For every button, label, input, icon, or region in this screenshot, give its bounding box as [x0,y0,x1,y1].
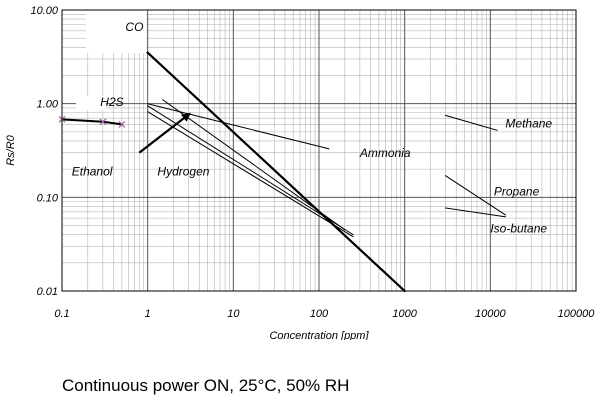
series-line-co [146,51,407,293]
x-tick-label: 10000 [475,308,506,320]
series-marker-h2s [99,118,107,126]
gas-label-co: CO [125,20,143,34]
x-tick-label: 100000 [558,308,596,320]
series-line-h2s [60,118,124,126]
series-line-propane [444,175,507,216]
x-axis-title: Concentration [ppm] [269,330,369,340]
chart-caption: Continuous power ON, 25°C, 50% RH [62,376,350,395]
x-tick-labels: 0.1 1 10 100 1000 10000 100000 [54,308,595,320]
x-tick-label: 100 [310,308,329,320]
arrow-head [181,112,191,122]
gas-label-methane: Methane [505,116,552,130]
y-tick-label: 0.10 [37,192,59,204]
series-layer [60,51,507,293]
y-tick-label: 0.01 [37,286,58,298]
series-line-iso-butane [444,207,506,218]
y-tick-labels: 10.00 1.00 0.10 0.01 [30,5,58,298]
y-tick-label: 1.00 [37,99,59,111]
x-tick-label: 1000 [392,308,417,320]
label-backgrounds [76,11,146,110]
gas-label-propane: Propane [494,184,540,198]
y-tick-label: 10.00 [30,5,58,17]
arrow-layer [138,112,191,154]
annotation-layer: CO H2S Ethanol Hydrogen Ammonia Methane Propan… [72,20,553,236]
series-line-ethanol [147,111,354,238]
series-line-hydrogen [147,105,354,236]
y-axis-title: Rs/R0 [5,134,17,165]
series-marker-h2s [118,121,126,128]
series-line-ammonia [147,103,330,150]
arrow-shaft [138,117,185,154]
h2s-label-background [76,96,106,110]
gas-label-hydrogen: Hydrogen [157,165,209,179]
x-tick-label: 0.1 [54,308,69,320]
x-tick-label: 1 [145,308,151,320]
gas-label-ammonia: Ammonia [359,146,411,160]
co-label-background [86,11,146,53]
series-line-hydrogen-2 [162,99,346,231]
gas-label-ethanol: Ethanol [72,165,113,179]
plot-frame [61,9,577,292]
series-line-methane [444,114,498,131]
gas-label-h2s: H2S [100,95,123,109]
sensitivity-chart: CO H2S Ethanol Hydrogen Ammonia Methane Propan… [5,5,595,340]
gas-label-iso-butane: Iso-butane [490,222,547,236]
x-tick-label: 10 [227,308,240,320]
